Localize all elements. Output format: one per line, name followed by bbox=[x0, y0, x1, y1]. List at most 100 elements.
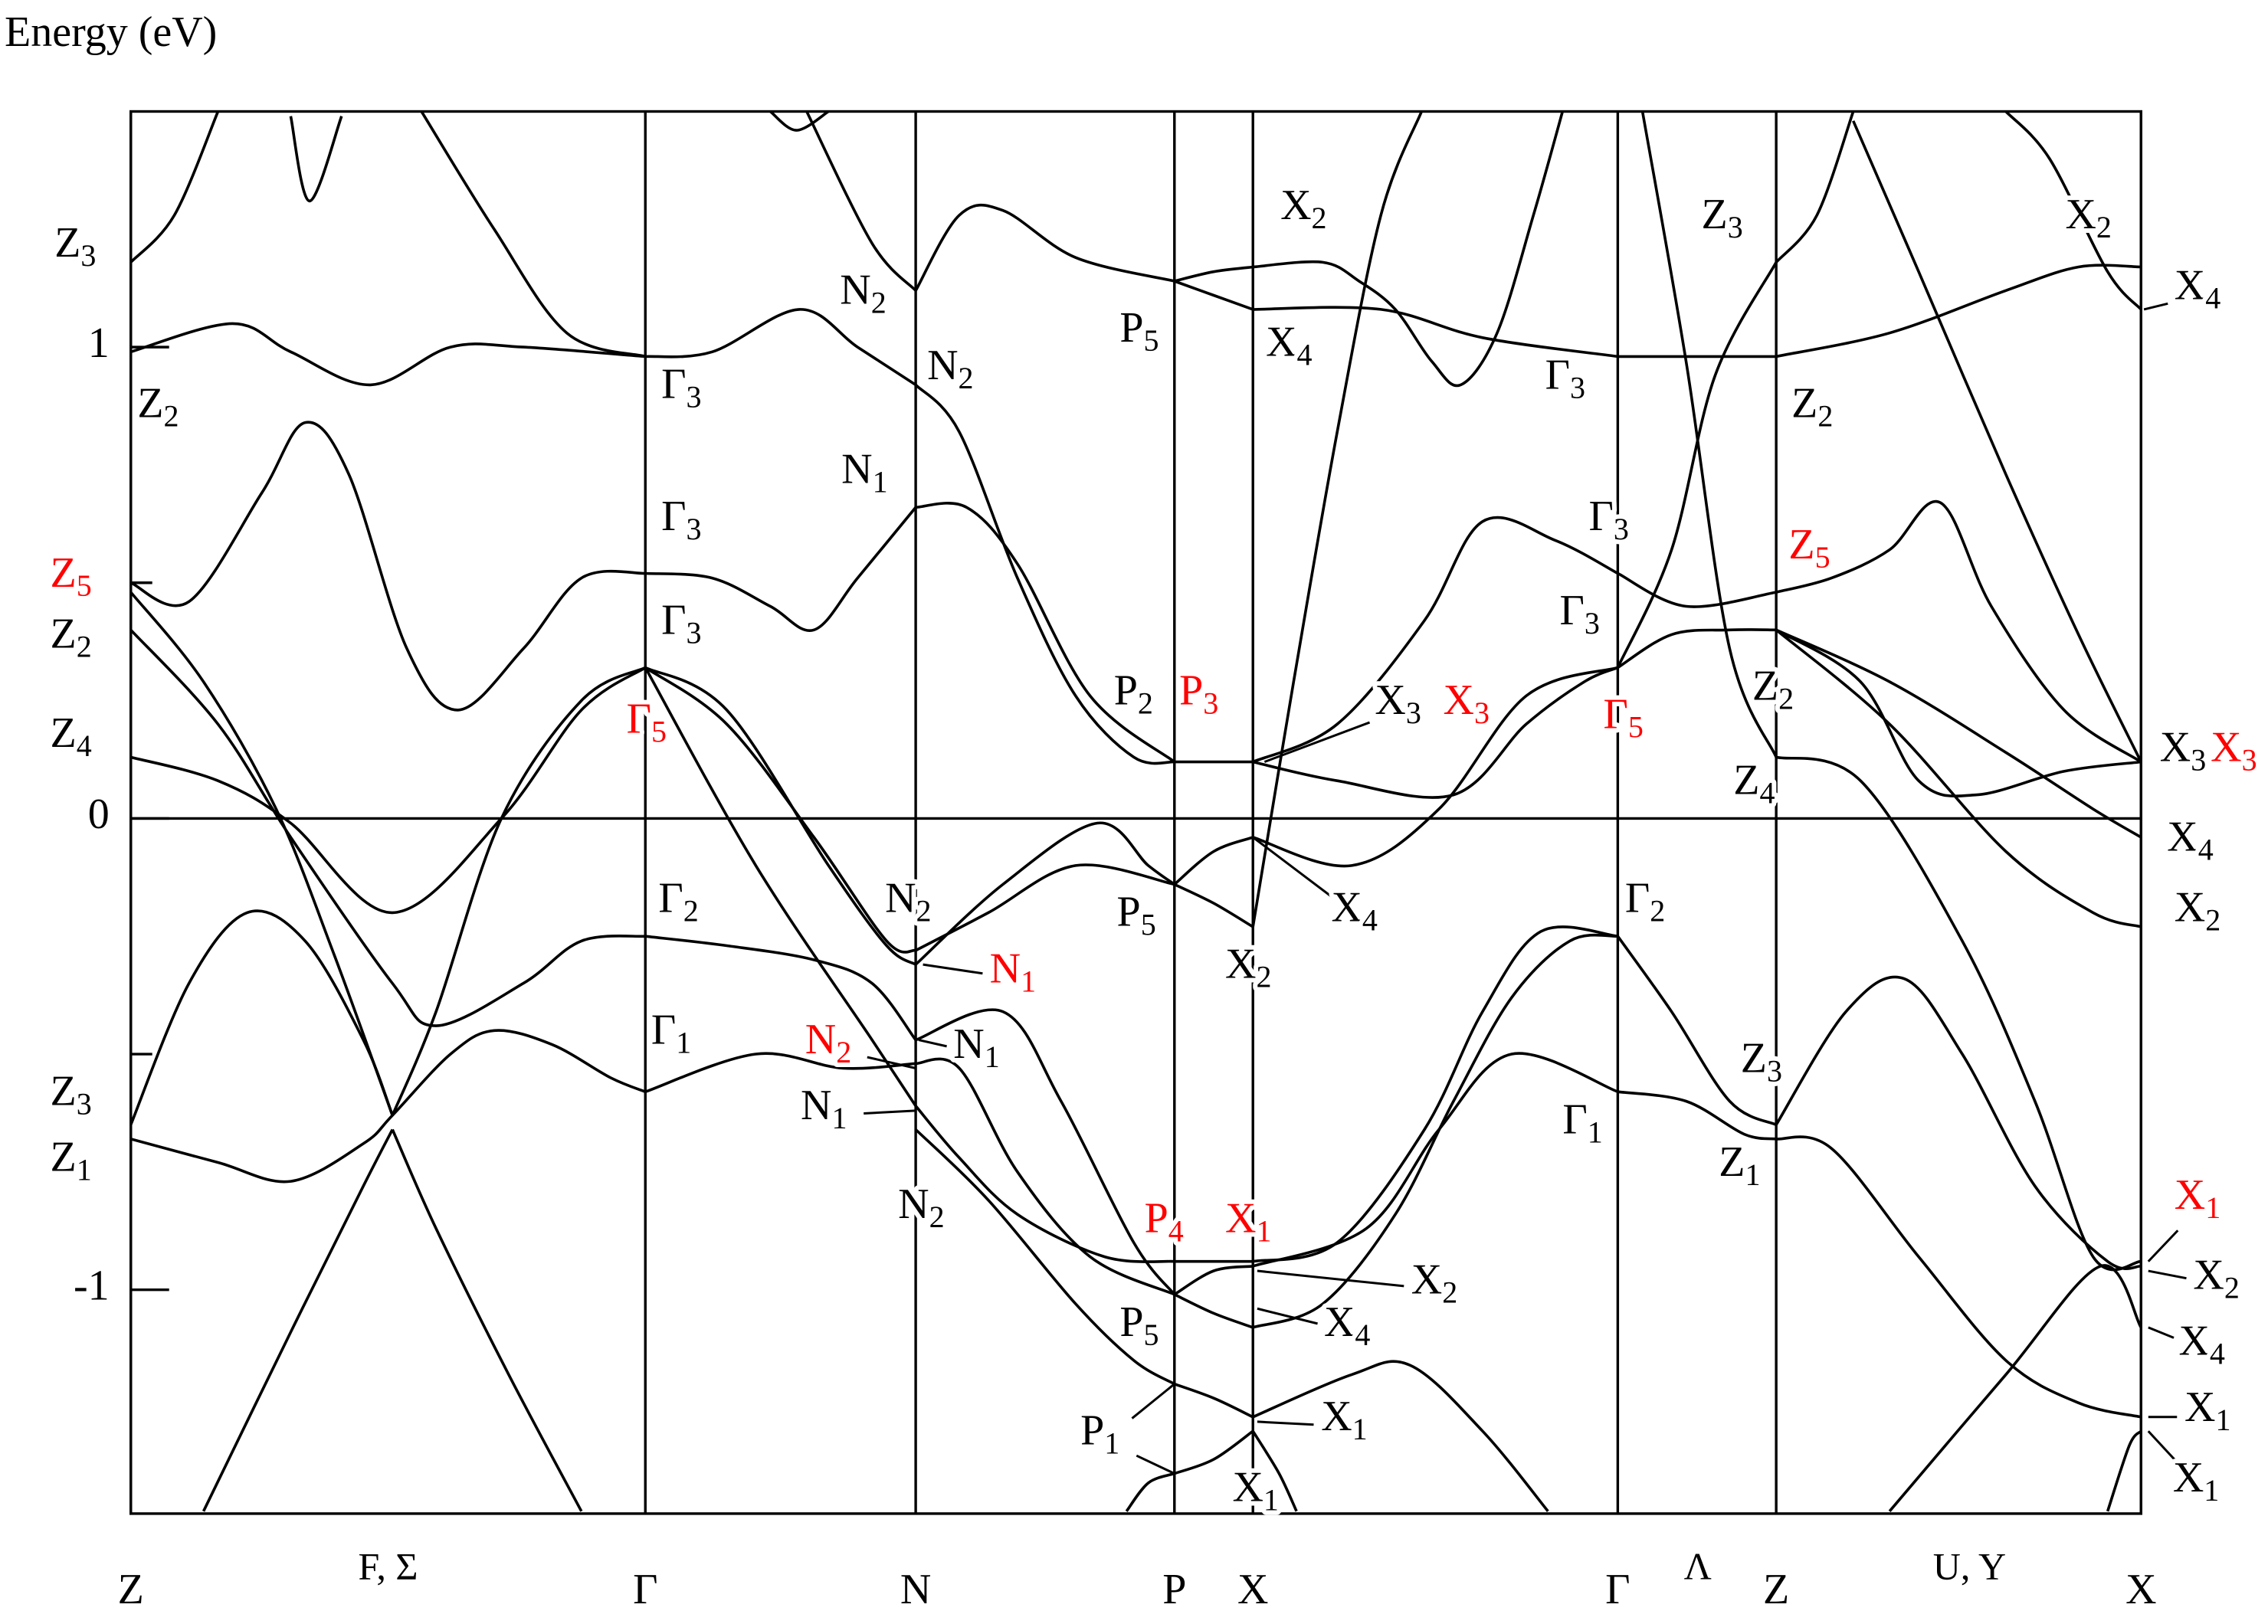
label-sub: 2 bbox=[1817, 398, 1833, 433]
label-sub: 2 bbox=[1256, 960, 1271, 994]
label-main: Γ bbox=[658, 874, 683, 922]
label-main: X bbox=[1266, 318, 1296, 365]
label-sub: 3 bbox=[687, 615, 702, 650]
label-main: Γ bbox=[1560, 587, 1585, 634]
label-main: Z bbox=[1791, 379, 1817, 427]
label-sub: 2 bbox=[1138, 686, 1153, 721]
segment-label: U, Y bbox=[1933, 1544, 2006, 1587]
band-line bbox=[1616, 935, 1777, 1126]
point-label: Z2 bbox=[1791, 379, 1833, 433]
point-label: N1 bbox=[953, 1020, 999, 1074]
point-label: Z3 bbox=[54, 219, 96, 273]
label-main: N bbox=[990, 945, 1021, 992]
band-line bbox=[645, 506, 917, 633]
label-sub: 4 bbox=[1355, 1318, 1370, 1352]
band-line bbox=[1617, 571, 1777, 608]
label-main: X bbox=[2193, 1251, 2224, 1298]
label-main: Z bbox=[54, 219, 80, 267]
label-main: X bbox=[1444, 676, 1474, 724]
label-main: Γ bbox=[1562, 1095, 1587, 1143]
label-main: Z bbox=[51, 1067, 77, 1115]
label-main: X bbox=[1375, 676, 1405, 724]
leader-line bbox=[1257, 1307, 1318, 1325]
band-line bbox=[644, 666, 917, 966]
point-label: X1 bbox=[1321, 1393, 1367, 1446]
band-line bbox=[1252, 1052, 1619, 1268]
band-line bbox=[645, 308, 917, 386]
point-label: X4 bbox=[2175, 261, 2220, 315]
leader-line bbox=[1257, 1420, 1314, 1426]
point-label: N2 bbox=[927, 342, 973, 395]
label-sub: 1 bbox=[1263, 1483, 1279, 1518]
point-label: N2 bbox=[840, 266, 886, 319]
band-line bbox=[130, 629, 646, 1027]
y-tick-label: 0 bbox=[88, 791, 110, 838]
band-line bbox=[202, 1128, 394, 1512]
band-line bbox=[1251, 1430, 1298, 1512]
point-label: P5 bbox=[1119, 1298, 1159, 1352]
band-line bbox=[1252, 666, 1619, 799]
band-line bbox=[914, 1105, 1175, 1263]
point-label: Z2 bbox=[1752, 662, 1794, 715]
label-main: Z bbox=[51, 611, 77, 658]
point-label: X2 bbox=[2193, 1251, 2239, 1305]
label-sub: 1 bbox=[1104, 1426, 1119, 1461]
band-line bbox=[1775, 111, 1855, 264]
leader-line bbox=[2148, 1269, 2187, 1280]
label-sub: 2 bbox=[1778, 682, 1794, 716]
point-label: Z5 bbox=[51, 549, 92, 603]
point-label: N1 bbox=[801, 1082, 847, 1135]
band-line bbox=[645, 935, 917, 1041]
point-label: X1 bbox=[1225, 1195, 1271, 1249]
label-sub: 3 bbox=[687, 512, 702, 546]
label-sub: 2 bbox=[836, 1035, 851, 1069]
leader-line bbox=[1263, 721, 1371, 763]
label-sub: 3 bbox=[1767, 1054, 1782, 1089]
label-main: Z bbox=[1741, 1034, 1767, 1082]
label-main: Γ bbox=[1545, 351, 1570, 398]
label-main: N bbox=[885, 874, 916, 922]
label-main: N bbox=[805, 1016, 836, 1063]
label-sub: 5 bbox=[1144, 323, 1159, 358]
label-sub: 2 bbox=[2224, 1271, 2240, 1305]
label-sub: 3 bbox=[1570, 371, 1585, 405]
bands bbox=[130, 111, 2142, 1512]
band-line bbox=[130, 909, 394, 1125]
label-main: X bbox=[2160, 723, 2191, 771]
point-label: X1 bbox=[2173, 1454, 2219, 1508]
point-label: X2 bbox=[2065, 191, 2111, 244]
band-line bbox=[1888, 1264, 2142, 1512]
band-line bbox=[289, 116, 343, 203]
label-sub: 3 bbox=[2191, 743, 2206, 778]
point-label: Z2 bbox=[51, 611, 92, 664]
label-sub: 3 bbox=[1203, 686, 1218, 721]
label-sub: 2 bbox=[929, 1200, 945, 1234]
label-sub: 2 bbox=[1442, 1275, 1457, 1310]
chart-title: Energy (eV) bbox=[5, 8, 217, 56]
point-label: Z5 bbox=[1788, 521, 1830, 575]
label-main: X bbox=[2175, 261, 2205, 309]
x-tick-label: Γ bbox=[633, 1566, 657, 1613]
point-label: X4 bbox=[2178, 1317, 2224, 1370]
band-line bbox=[1252, 666, 1618, 868]
label-main: Z bbox=[51, 709, 77, 757]
band-line bbox=[391, 666, 647, 1116]
band-line bbox=[1852, 120, 2142, 763]
point-label: Γ3 bbox=[661, 596, 701, 650]
band-line bbox=[1173, 836, 1254, 886]
label-main: X bbox=[2175, 883, 2205, 931]
label-sub: 4 bbox=[2210, 1337, 2225, 1371]
band-line bbox=[1252, 1360, 1549, 1512]
label-sub: 4 bbox=[77, 729, 92, 763]
label-sub: 4 bbox=[2205, 281, 2220, 316]
band-line bbox=[1174, 1429, 1254, 1475]
leader-line bbox=[2147, 1430, 2178, 1463]
label-main: Γ bbox=[661, 361, 686, 408]
label-main: X bbox=[1280, 182, 1311, 229]
point-label: N2 bbox=[898, 1180, 944, 1234]
label-sub: 2 bbox=[871, 286, 887, 320]
label-main: N bbox=[801, 1082, 831, 1129]
x-tick-label: Z bbox=[1763, 1566, 1789, 1613]
y-tick-label: -1 bbox=[74, 1262, 110, 1309]
label-sub: 3 bbox=[77, 1087, 92, 1121]
